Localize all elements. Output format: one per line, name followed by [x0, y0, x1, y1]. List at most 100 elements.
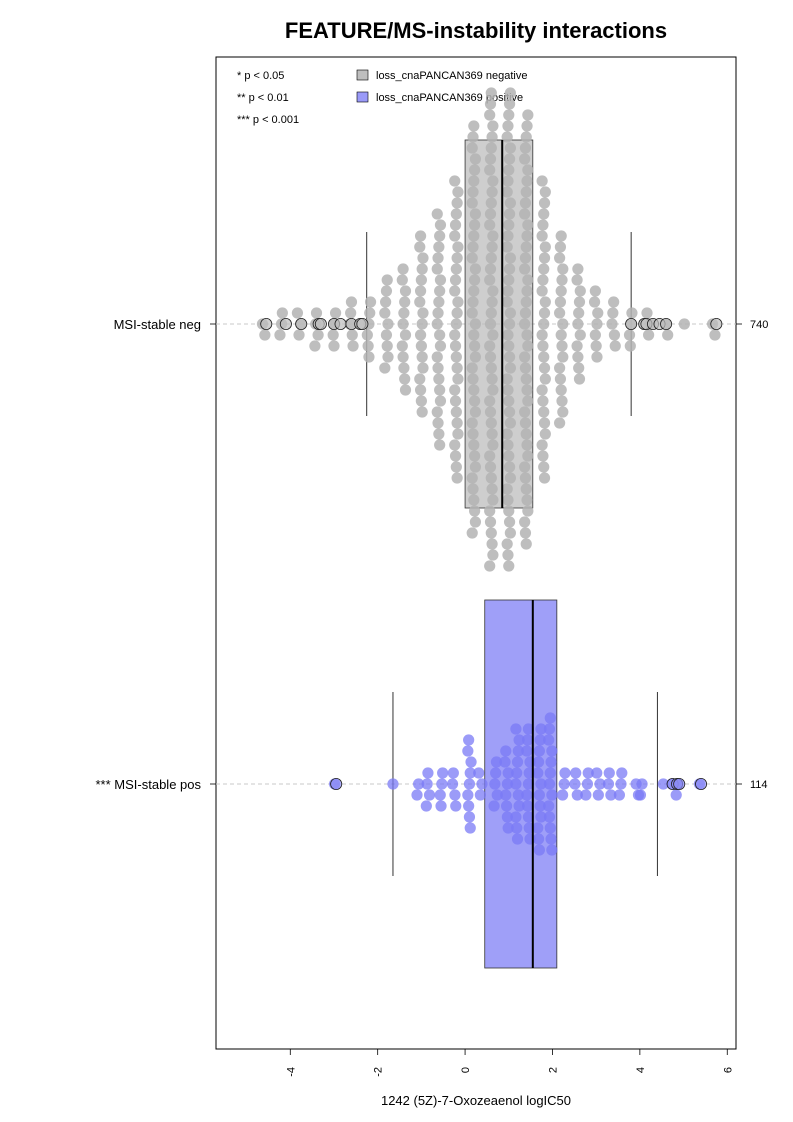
group-1-point [449, 340, 462, 352]
group-1-point [484, 274, 496, 286]
group-1-point [487, 329, 499, 341]
group-1-point [293, 329, 305, 341]
group-1-point [434, 340, 447, 352]
group-1-point [554, 307, 566, 319]
group-2-point [636, 778, 648, 790]
group-2-point [463, 778, 476, 790]
group-2-point [522, 778, 535, 790]
group-1-point [485, 197, 497, 209]
group-1-point [450, 318, 462, 330]
group-2-point [543, 723, 556, 735]
group-1-point [382, 351, 394, 363]
x-tick-label: 2 [547, 1067, 559, 1073]
group-1-point [434, 329, 446, 341]
group-1-point [487, 230, 499, 242]
group-1-point [433, 428, 445, 440]
group-1-point [554, 417, 566, 429]
group-1-point [398, 362, 410, 374]
group-1-point [484, 164, 496, 176]
group-1-point [450, 406, 462, 418]
group-1-point [433, 373, 445, 385]
sig-legend-3: *** p < 0.001 [237, 114, 299, 126]
group-1-point [522, 219, 534, 231]
group-1-point [502, 384, 514, 396]
group-2-point [513, 800, 525, 812]
group-2-point [603, 767, 615, 779]
group-2-point [533, 789, 545, 801]
group-1-point [503, 461, 516, 473]
group-1-point [449, 219, 462, 231]
group-1-outlier [295, 317, 308, 330]
group-2-point [535, 811, 547, 823]
x-tick-label: 4 [635, 1067, 647, 1073]
group-1-point [487, 494, 499, 506]
group-1-point [522, 274, 534, 286]
group-2-point [544, 712, 556, 724]
group-2-point [582, 767, 594, 779]
group-2-point [500, 745, 512, 757]
group-2-point [657, 778, 669, 790]
group-2-point [500, 789, 512, 801]
group-1-point [432, 362, 444, 374]
group-1-point [487, 549, 499, 561]
group-1-point [467, 373, 479, 385]
group-1-point [449, 450, 462, 462]
group-2-point [545, 756, 557, 768]
group-1-point [521, 494, 533, 506]
group-1-point [468, 285, 480, 297]
group-1-point [361, 329, 373, 341]
group-1-point [504, 142, 516, 154]
group-2-point [462, 789, 474, 801]
group-1-point [608, 296, 620, 308]
group-1-point [519, 318, 531, 330]
group-1-point [484, 395, 496, 407]
group-1-point [329, 307, 342, 319]
group-1-point [414, 329, 427, 341]
group-1-point [538, 472, 551, 484]
group-1-point [451, 472, 463, 484]
group-1-point [522, 395, 534, 407]
group-1-point [501, 131, 513, 143]
group-1-point [519, 252, 532, 264]
group-1-point [468, 494, 480, 506]
group-2-point [521, 789, 533, 801]
group-2-point [532, 767, 544, 779]
group-1-outlier [625, 317, 638, 330]
group-1-point [519, 307, 532, 319]
group-1-point [466, 527, 478, 539]
group-1-point [398, 307, 410, 319]
group-1-point [538, 362, 551, 374]
group-1-point [502, 549, 514, 561]
group-1-point [345, 296, 358, 308]
group-1-point [522, 164, 534, 176]
group-1-point [537, 340, 549, 352]
group-2-point [465, 756, 477, 768]
group-1-point [452, 373, 464, 385]
group-1-point [521, 120, 533, 132]
group-1-point [504, 307, 516, 319]
group-1-point [520, 186, 532, 198]
group-1-point [503, 153, 516, 165]
group-1-point [381, 274, 393, 286]
group-1-point [555, 329, 567, 341]
group-2-point [476, 778, 488, 790]
group-1-point [519, 516, 531, 528]
group-1-point [380, 285, 393, 297]
group-1-point [538, 307, 551, 319]
group-1-point [502, 285, 514, 297]
group-1-point [449, 439, 461, 451]
group-1-point [503, 263, 516, 275]
group-1-point [399, 285, 412, 297]
group-1-point [556, 340, 568, 352]
group-1-point [571, 274, 583, 286]
group-2-point [512, 789, 524, 801]
group-1-point [466, 197, 478, 209]
group-1-point [536, 384, 548, 396]
group-1-point [609, 340, 621, 352]
legend-swatch-negative [356, 69, 369, 81]
group-2-point [449, 789, 461, 801]
group-1-point [484, 219, 496, 231]
group-1-point [503, 395, 515, 407]
group-2-point [510, 778, 522, 790]
group-1-point [466, 472, 478, 484]
